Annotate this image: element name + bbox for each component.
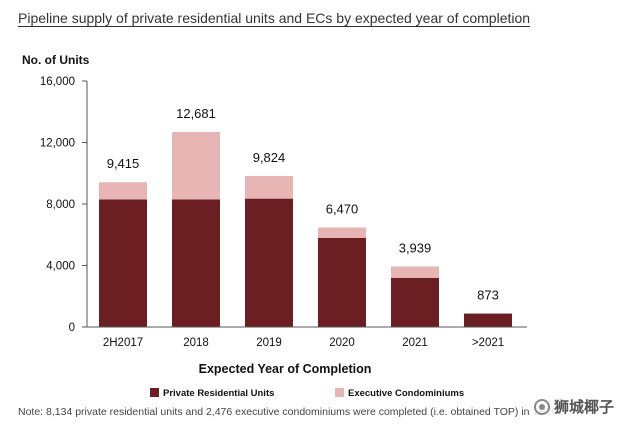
bar-total-label: 6,470	[326, 202, 359, 217]
legend-label-private-residential: Private Residential Units	[163, 388, 274, 399]
x-tick-label: >2021	[472, 337, 504, 349]
watermark-text: 狮城椰子	[554, 399, 615, 416]
page-title: Pipeline supply of private residential u…	[18, 10, 531, 26]
bar-private-residential	[245, 198, 293, 327]
y-tick-label: 12,000	[40, 138, 75, 150]
bar-total-label: 9,824	[253, 150, 286, 165]
legend-swatch-executive-condominiums	[335, 388, 344, 397]
x-axis: 2H2017 2018 2019 2020 2021 >2021	[103, 337, 504, 349]
x-tick-label: 2018	[183, 337, 209, 349]
wechat-logo-icon	[534, 398, 550, 415]
y-tick-label: 4,000	[46, 261, 75, 273]
y-axis-title: No. of Units	[22, 53, 90, 67]
bar-total-label: 9,415	[107, 156, 140, 171]
bar-executive-condominiums	[318, 227, 366, 238]
bar-executive-condominiums	[99, 182, 147, 200]
bar-executive-condominiums	[245, 175, 293, 199]
y-tick-label: 8,000	[46, 199, 75, 211]
x-tick-label: 2H2017	[103, 337, 143, 349]
bar-private-residential	[99, 199, 147, 327]
bar-executive-condominiums	[172, 132, 220, 200]
legend-label-executive-condominiums: Executive Condominiums	[348, 388, 464, 399]
bar-private-residential	[391, 277, 439, 327]
bar-private-residential	[172, 199, 220, 327]
y-tick-label: 16,000	[40, 76, 75, 88]
watermark: 狮城椰子	[530, 395, 619, 418]
y-axis: 0 4,000 8,000 12,000 16,000	[40, 76, 88, 334]
bar-private-residential	[318, 237, 366, 327]
legend: Private Residential Units Executive Condo…	[150, 388, 464, 399]
legend-swatch-private-residential	[150, 388, 159, 397]
bar-private-residential	[464, 313, 512, 327]
bar-total-label: 3,939	[399, 240, 432, 255]
bars-group: 9,415 12,681 9,824 6,470 3,939 873	[99, 106, 512, 327]
y-tick-label: 0	[69, 322, 75, 334]
bar-executive-condominiums	[391, 266, 439, 278]
x-axis-title: Expected Year of Completion	[199, 362, 372, 376]
bar-total-label: 12,681	[176, 106, 216, 121]
x-tick-label: 2019	[256, 337, 282, 349]
x-tick-label: 2021	[402, 337, 428, 349]
x-tick-label: 2020	[329, 337, 355, 349]
footnote: Note: 8,134 private residential units an…	[18, 406, 573, 418]
bar-total-label: 873	[477, 288, 499, 303]
